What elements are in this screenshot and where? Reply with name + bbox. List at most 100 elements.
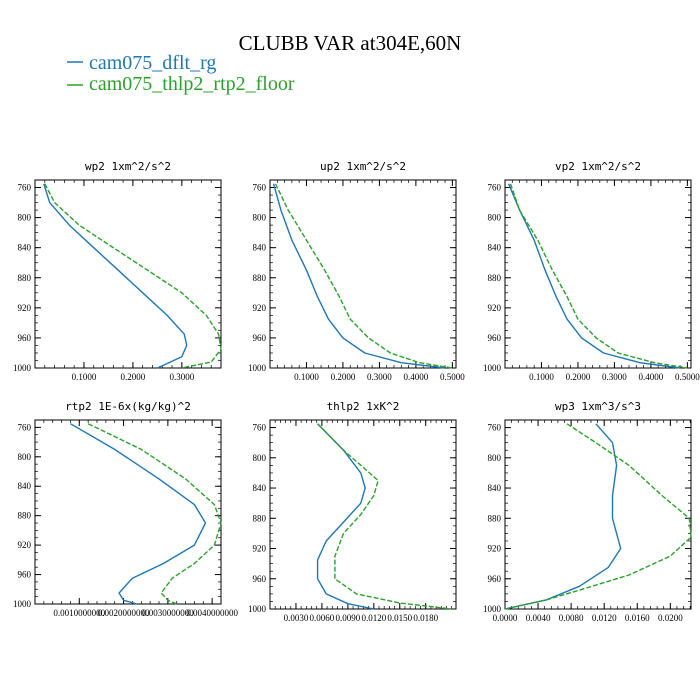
panel-title: rtp2 1E-6x(kg/kg)^2 xyxy=(65,400,191,413)
series-line-2 xyxy=(274,183,453,369)
y-tick-label: 880 xyxy=(253,513,267,523)
y-tick-label: 760 xyxy=(488,183,502,193)
x-tick-label: 0.0120 xyxy=(592,613,617,623)
series-line-2 xyxy=(504,423,692,610)
legend-label-series-2: cam075_thlp2_rtp2_floor xyxy=(89,73,295,95)
y-tick-label: 760 xyxy=(253,423,267,433)
x-tick-label: 0.4000 xyxy=(639,372,664,382)
x-tick-label: 0.0200 xyxy=(658,613,683,623)
x-tick-label: 0.4000 xyxy=(404,372,429,382)
y-tick-label: 800 xyxy=(253,453,267,463)
panel-grid: wp2 1xm^2/s^2 760 800 840 880 920 960 1000 0.100… xyxy=(13,160,700,623)
y-tick-label: 960 xyxy=(253,574,267,584)
y-tick-label: 1000 xyxy=(248,604,267,614)
x-tick-label: 0.0030 xyxy=(284,613,309,623)
panel-title: wp2 1xm^2/s^2 xyxy=(85,160,171,173)
panel-title: up2 1xm^2/s^2 xyxy=(320,160,406,173)
x-tick-label: 0.0080 xyxy=(559,613,584,623)
y-tick-label: 960 xyxy=(18,570,32,580)
x-tick-label: 0.0000 xyxy=(493,613,518,623)
y-tick-label: 800 xyxy=(488,213,502,223)
plot-frame xyxy=(269,419,457,610)
y-tick-label: 920 xyxy=(488,303,502,313)
y-tick-label: 800 xyxy=(18,452,32,462)
x-tick-label: 0.0020000000 xyxy=(98,608,150,618)
plot-frame xyxy=(34,179,222,369)
y-tick-label: 880 xyxy=(488,273,502,283)
y-tick-label: 880 xyxy=(488,513,502,523)
series-line-2 xyxy=(317,423,452,610)
x-tick-label: 0.0160 xyxy=(625,613,650,623)
series-line-1 xyxy=(70,423,207,605)
series-line-1 xyxy=(316,423,374,610)
figure-title: CLUBB VAR at304E,60N xyxy=(239,31,462,55)
plot-frame xyxy=(34,419,222,605)
y-tick-label: 1000 xyxy=(13,599,32,609)
y-tick-label: 760 xyxy=(18,422,32,432)
y-tick-label: 1000 xyxy=(13,363,32,373)
y-tick-label: 840 xyxy=(18,243,32,253)
y-tick-label: 880 xyxy=(18,273,32,283)
y-tick-label: 760 xyxy=(488,423,502,433)
x-tick-label: 0.1000 xyxy=(529,372,554,382)
y-tick-label: 760 xyxy=(253,183,267,193)
x-tick-label: 0.3000 xyxy=(367,372,392,382)
y-tick-label: 920 xyxy=(488,544,502,554)
y-tick-label: 840 xyxy=(488,483,502,493)
plot-frame xyxy=(269,179,457,369)
plot-frame xyxy=(504,419,692,610)
panel-4: rtp2 1E-6x(kg/kg)^2 760 800 840 880 920 960 100… xyxy=(13,400,239,618)
x-tick-label: 0.0040000000 xyxy=(186,608,238,618)
x-tick-label: 0.0010000000 xyxy=(53,608,105,618)
legend-label-series-1: cam075_dflt_rg xyxy=(89,52,216,74)
y-tick-label: 800 xyxy=(253,213,267,223)
y-tick-label: 960 xyxy=(488,333,502,343)
x-tick-label: 0.2000 xyxy=(331,372,356,382)
x-tick-label: 0.2000 xyxy=(566,372,591,382)
y-tick-label: 1000 xyxy=(483,604,502,614)
panel-title: wp3 1xm^3/s^3 xyxy=(555,400,641,413)
y-tick-label: 1000 xyxy=(248,363,267,373)
legend: cam075_dflt_rg cam075_thlp2_rtp2_floor xyxy=(67,52,295,95)
x-tick-label: 0.2000 xyxy=(121,372,146,382)
series-line-2 xyxy=(44,183,222,369)
series-line-2 xyxy=(509,183,688,369)
panel-2: up2 1xm^2/s^2 760 800 840 880 920 960 1000 0.100… xyxy=(248,160,465,382)
x-tick-label: 0.0090 xyxy=(335,613,360,623)
series-line-1 xyxy=(272,183,446,369)
y-tick-label: 920 xyxy=(18,540,32,550)
y-tick-label: 840 xyxy=(253,483,267,493)
x-tick-label: 0.1000 xyxy=(72,372,97,382)
plot-frame xyxy=(504,179,692,369)
y-tick-label: 880 xyxy=(18,511,32,521)
y-tick-label: 920 xyxy=(18,303,32,313)
panel-title: vp2 1xm^2/s^2 xyxy=(555,160,641,173)
y-tick-label: 840 xyxy=(18,481,32,491)
panel-1: wp2 1xm^2/s^2 760 800 840 880 920 960 1000 0.100… xyxy=(13,160,222,382)
panel-6: wp3 1xm^3/s^3 760 800 840 880 920 960 10000.000… xyxy=(483,400,692,623)
x-tick-label: 0.0180 xyxy=(413,613,438,623)
x-tick-label: 0.1000 xyxy=(294,372,319,382)
x-tick-label: 0.0030000000 xyxy=(142,608,194,618)
y-tick-label: 800 xyxy=(488,453,502,463)
y-tick-label: 920 xyxy=(253,544,267,554)
y-tick-label: 800 xyxy=(18,213,32,223)
y-tick-label: 760 xyxy=(18,183,32,193)
y-tick-label: 1000 xyxy=(483,363,502,373)
x-tick-label: 0.0120 xyxy=(361,613,386,623)
series-line-1 xyxy=(507,183,681,369)
x-tick-label: 0.3000 xyxy=(602,372,627,382)
panel-title: thlp2 1xK^2 xyxy=(327,400,400,413)
panel-3: vp2 1xm^2/s^2 760 800 840 880 920 960 1000 0.100… xyxy=(483,160,700,382)
x-tick-label: 0.0040 xyxy=(526,613,551,623)
series-line-1 xyxy=(504,423,622,610)
y-tick-label: 960 xyxy=(488,574,502,584)
y-tick-label: 960 xyxy=(253,333,267,343)
x-tick-label: 0.5000 xyxy=(675,372,700,382)
series-line-2 xyxy=(87,423,222,605)
y-tick-label: 920 xyxy=(253,303,267,313)
x-tick-label: 0.0150 xyxy=(387,613,412,623)
y-tick-label: 840 xyxy=(253,243,267,253)
series-line-1 xyxy=(43,183,188,369)
